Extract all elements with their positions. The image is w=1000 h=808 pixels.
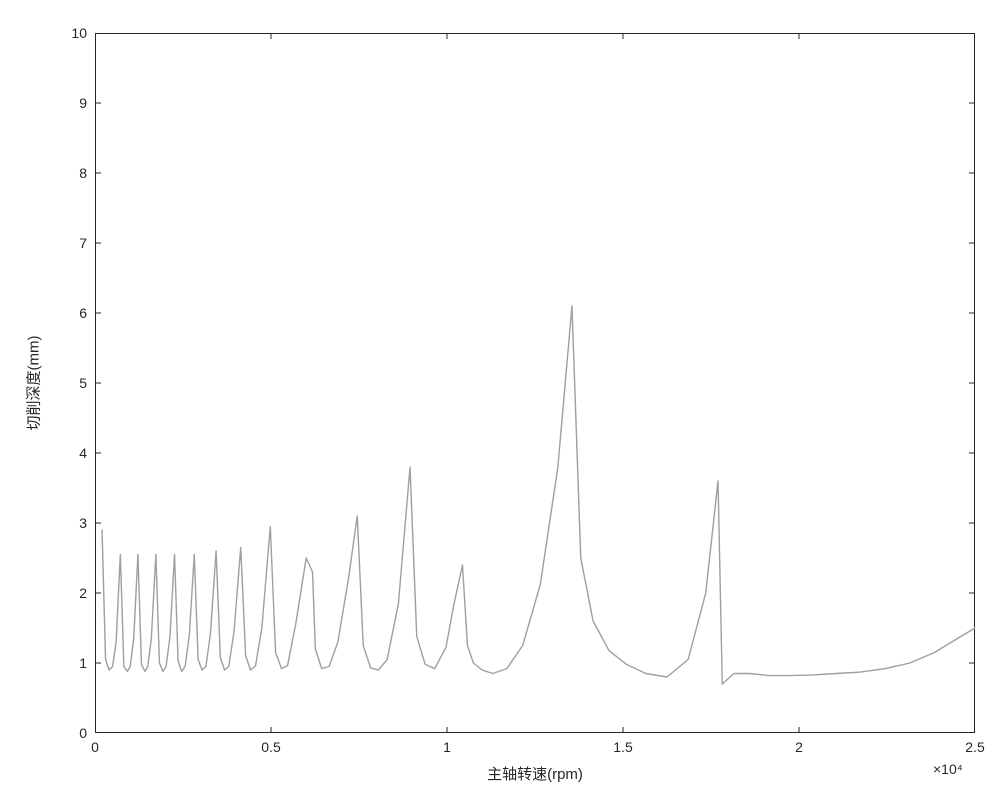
x-tick-label: 2.5 [965,739,984,755]
series-stability-lobe [102,306,975,684]
figure: 主轴转速(rpm) 切削深度(mm) ×10⁴ 0 0.5 1 1.5 2 2.5 0 1 2 3… [0,0,1000,808]
x-axis-label: 主轴转速(rpm) [487,763,583,784]
x-tick-label: 0.5 [261,739,280,755]
plot-area [95,33,975,733]
y-axis-label: 切削深度(mm) [23,336,44,431]
x-tick-label: 1.5 [613,739,632,755]
x-axis-exponent: ×10⁴ [933,761,963,777]
y-tick-label: 0 [79,725,87,741]
plot-svg [95,33,975,733]
y-tick-label: 3 [79,515,87,531]
x-tick-label: 0 [91,739,99,755]
axes-box [96,34,975,733]
y-tick-label: 10 [71,25,87,41]
y-tick-label: 4 [79,445,87,461]
y-tick-label: 9 [79,95,87,111]
y-tick-label: 8 [79,165,87,181]
y-tick-label: 7 [79,235,87,251]
x-tick-label: 2 [795,739,803,755]
x-tick-label: 1 [443,739,451,755]
y-tick-label: 6 [79,305,87,321]
y-tick-label: 1 [79,655,87,671]
y-tick-label: 5 [79,375,87,391]
y-tick-label: 2 [79,585,87,601]
